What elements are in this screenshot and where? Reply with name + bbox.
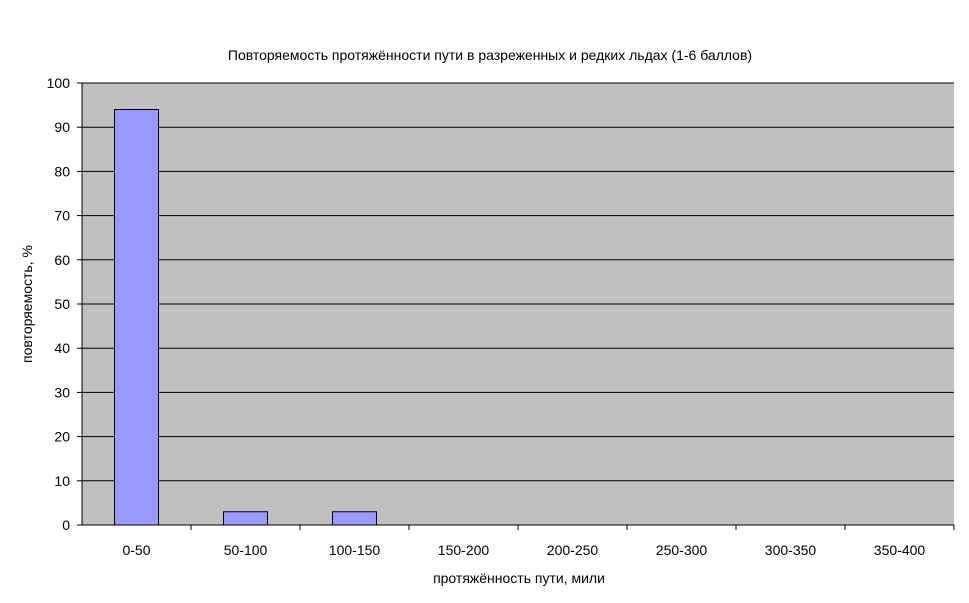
y-tick-label: 90	[54, 119, 70, 135]
bar-0-50	[114, 109, 159, 526]
x-tick-label: 50-100	[224, 542, 268, 558]
y-axis-title: повторяемость, %	[19, 245, 35, 363]
y-tick-labels: 0 10 20 30 40 50 60 70 80 90 100	[47, 75, 71, 533]
y-tick-label: 10	[54, 473, 70, 489]
x-tick-label: 300-350	[765, 542, 817, 558]
x-tick-label: 0-50	[122, 542, 150, 558]
x-tick-label: 250-300	[656, 542, 708, 558]
x-tick-label: 150-200	[438, 542, 490, 558]
y-tick-label: 60	[54, 252, 70, 268]
axes	[77, 82, 955, 530]
bar-100-150	[332, 511, 377, 526]
bars	[114, 109, 377, 526]
x-tick-label: 200-250	[547, 542, 599, 558]
y-tick-label: 80	[54, 163, 70, 179]
y-tick-label: 50	[54, 296, 70, 312]
x-tick-label: 350-400	[874, 542, 926, 558]
y-tick-label: 0	[62, 517, 70, 533]
y-tick-label: 20	[54, 429, 70, 445]
y-tick-label: 100	[47, 75, 71, 91]
x-axis-title: протяжённость пути, мили	[433, 570, 605, 586]
y-tick-label: 30	[54, 384, 70, 400]
bar-50-100	[223, 511, 268, 526]
y-tick-label: 70	[54, 208, 70, 224]
x-tick-labels: 0-50 50-100 100-150 150-200 200-250 250-300 30…	[122, 542, 925, 558]
gridlines	[82, 82, 954, 482]
y-tick-label: 40	[54, 340, 70, 356]
x-tick-label: 100-150	[329, 542, 381, 558]
chart-title: Повторяемость протяжённости пути в разре…	[228, 47, 752, 63]
